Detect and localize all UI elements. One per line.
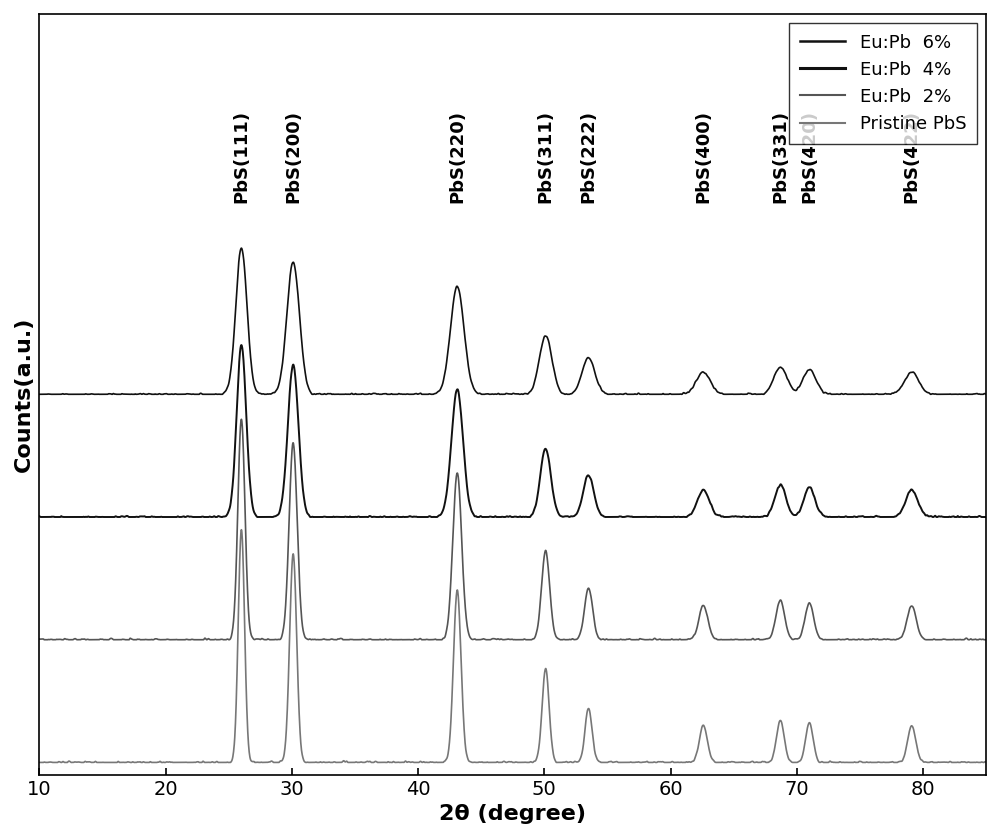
Text: PbS(422): PbS(422) [903, 110, 921, 203]
Text: PbS(111): PbS(111) [232, 110, 250, 203]
Text: PbS(420): PbS(420) [800, 110, 818, 203]
Text: PbS(311): PbS(311) [537, 110, 555, 203]
Text: PbS(220): PbS(220) [448, 110, 466, 203]
Y-axis label: Counts(a.u.): Counts(a.u.) [14, 317, 34, 472]
Legend: Eu:Pb  6%, Eu:Pb  4%, Eu:Pb  2%, Pristine PbS: Eu:Pb 6%, Eu:Pb 4%, Eu:Pb 2%, Pristine P… [789, 23, 977, 143]
Text: PbS(400): PbS(400) [694, 110, 712, 203]
Text: PbS(222): PbS(222) [580, 110, 598, 203]
Text: PbS(200): PbS(200) [284, 110, 302, 203]
Text: PbS(331): PbS(331) [771, 110, 789, 203]
X-axis label: 2θ (degree): 2θ (degree) [439, 804, 586, 824]
